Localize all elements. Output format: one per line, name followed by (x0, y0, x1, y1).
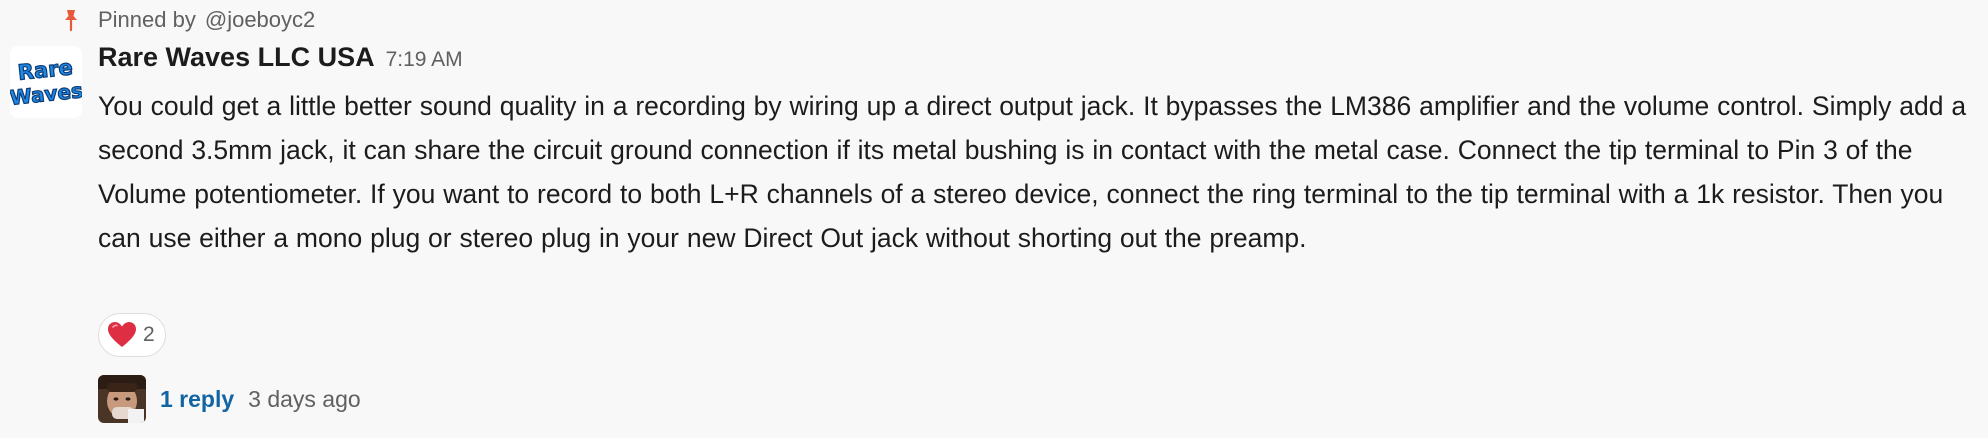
reply-count-link[interactable]: 1 reply (160, 385, 235, 412)
pushpin-icon (58, 7, 84, 33)
user-avatar[interactable] (98, 375, 146, 423)
last-reply-time: 3 days ago (248, 385, 361, 412)
reaction-count: 2 (143, 323, 155, 346)
pinned-indicator: Pinned by @joeboyc2 (58, 4, 315, 36)
sender-avatar[interactable]: Rare Waves (10, 46, 82, 118)
pinned-text: Pinned by @joeboyc2 (98, 7, 315, 33)
message-text: You could get a little better sound qual… (98, 91, 1967, 253)
sender-name[interactable]: Rare Waves LLC USA (98, 42, 375, 72)
reaction-heart[interactable]: 2 (98, 313, 166, 357)
message-header: Rare Waves LLC USA 7:19 AM (98, 42, 1978, 86)
message-content: Rare Waves LLC USA 7:19 AM You could get… (98, 42, 1978, 260)
pinned-user[interactable]: @joeboyc2 (204, 7, 316, 32)
red-heart-icon (107, 321, 137, 349)
thread-replies[interactable]: 1 reply 3 days ago (98, 374, 361, 424)
rare-waves-logo-icon: Rare Waves (10, 46, 82, 118)
pinned-prefix: Pinned by (98, 7, 196, 32)
message-timestamp[interactable]: 7:19 AM (385, 48, 463, 71)
